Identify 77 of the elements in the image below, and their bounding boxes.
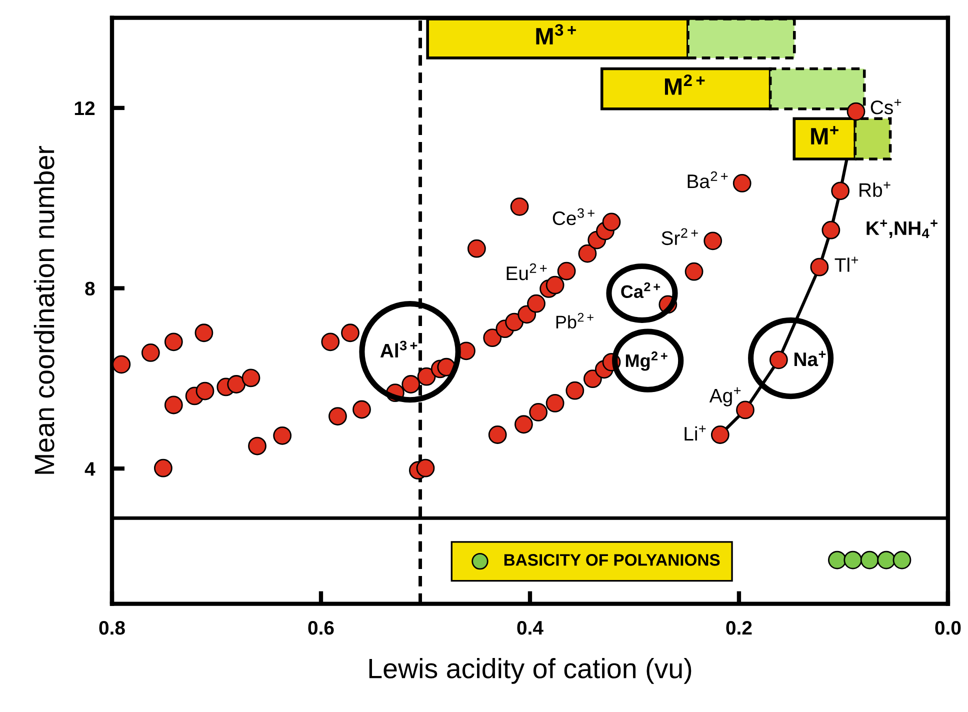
point xyxy=(822,220,840,240)
legend-label: BASICITY OF POLYANIONS xyxy=(504,554,720,566)
point xyxy=(546,276,564,294)
point xyxy=(248,436,266,456)
point xyxy=(877,550,896,570)
annotation: Tl$^{+}$ xyxy=(834,256,858,272)
x-tick-label: 0.0 xyxy=(935,620,961,635)
annotation: Ce$^{3+}$ xyxy=(552,208,594,226)
point xyxy=(417,367,436,386)
point xyxy=(154,458,172,478)
y-tick-label: 12 xyxy=(74,101,95,115)
x-tick-label: 0.6 xyxy=(308,620,334,635)
point xyxy=(732,174,752,192)
point xyxy=(467,239,486,258)
point xyxy=(514,415,533,434)
point xyxy=(583,370,602,388)
point xyxy=(831,182,850,200)
annotation: Ba$^{2+}$ xyxy=(688,171,728,188)
annotation: Li$^{+}$ xyxy=(684,425,706,441)
annotation: Pb$^{2+}$ xyxy=(556,312,594,328)
annotation: M$^{+}$ xyxy=(811,126,838,144)
point xyxy=(844,550,862,570)
point xyxy=(578,244,597,263)
point xyxy=(196,382,214,400)
annotation: M$^{3+}$ xyxy=(536,24,576,44)
point xyxy=(227,375,246,394)
point xyxy=(194,324,214,342)
point xyxy=(602,212,621,232)
annotation: Mg$^{2+}$ xyxy=(626,351,668,371)
y-axis-title: Mean coordination number xyxy=(34,146,54,474)
annotation: Na$^{+}$ xyxy=(794,350,826,366)
annotation: M$^{2+}$ xyxy=(664,74,705,95)
point xyxy=(341,324,360,342)
annotation: Rb$^{+}$ xyxy=(860,182,890,197)
point xyxy=(321,332,340,352)
point xyxy=(242,368,260,388)
point xyxy=(828,550,846,570)
x-axis-title: Lewis acidity of cation (vu) xyxy=(369,658,692,684)
point xyxy=(352,400,371,419)
point xyxy=(810,258,829,276)
point xyxy=(546,394,564,412)
point xyxy=(684,262,704,281)
point xyxy=(704,232,722,250)
point xyxy=(164,332,183,352)
point xyxy=(141,344,160,362)
x-tick-label: 0.2 xyxy=(726,620,752,635)
y-tick-label: 8 xyxy=(85,282,95,296)
point xyxy=(416,458,435,478)
annotation: Cs$^{+}$ xyxy=(870,99,902,114)
annotation: Sr$^{2+}$ xyxy=(662,228,698,246)
point xyxy=(505,312,524,332)
point xyxy=(402,375,420,394)
annotation: Ag$^{+}$ xyxy=(709,387,741,406)
point xyxy=(710,426,730,444)
point xyxy=(483,328,502,348)
y-tick-label: 4 xyxy=(84,462,96,476)
point xyxy=(892,550,912,570)
point xyxy=(328,407,347,426)
annotation: Al$^{3+}$ xyxy=(380,340,418,358)
point xyxy=(736,400,754,420)
point xyxy=(488,426,507,444)
point xyxy=(860,550,879,570)
point xyxy=(164,396,183,414)
annotation: Ca$^{2+}$ xyxy=(621,282,660,298)
x-tick-label: 0.4 xyxy=(517,620,544,635)
point xyxy=(769,350,788,370)
annotation: Eu$^{2+}$ xyxy=(506,263,547,280)
x-tick-label: 0.8 xyxy=(99,620,125,635)
point xyxy=(529,403,548,422)
point xyxy=(273,426,292,445)
point xyxy=(112,355,131,374)
point xyxy=(557,262,576,280)
point xyxy=(566,381,584,400)
point xyxy=(527,294,546,313)
annotation: K$^{+}$,NH$_{4}$$^{+}$ xyxy=(866,220,938,238)
point xyxy=(846,102,866,121)
point xyxy=(510,197,529,216)
